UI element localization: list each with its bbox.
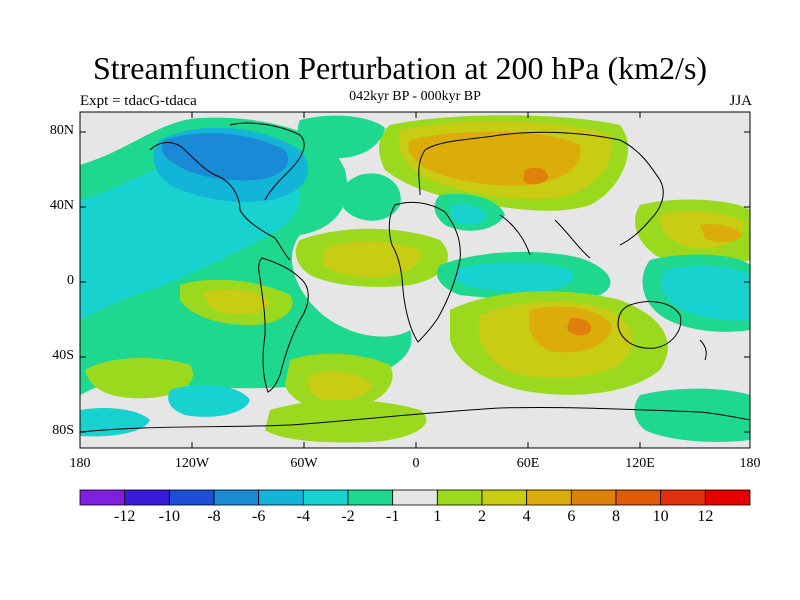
colorbar-swatch [570,489,617,506]
map-subtitle: 042kyr BP - 000kyr BP [349,89,481,104]
colorbar-swatch [704,489,751,506]
colorbar-tick-label: 12 [697,508,714,525]
colorbar-tick-label: 10 [652,508,669,525]
colorbar-swatch [213,489,260,506]
colorbar-tick-label: -6 [251,508,266,525]
axis-ticks [80,112,750,448]
map-frame [79,111,751,449]
colorbar-swatch [347,489,394,506]
colorbar-swatch [168,489,215,506]
lon-tick-label: 180 [69,456,91,471]
colorbar-swatch [436,489,483,506]
colorbar-tick-label: 2 [478,508,486,525]
colorbar-tick-label: 4 [522,508,531,525]
colorbar-swatch [258,489,304,506]
lon-tick-label: 0 [412,456,420,471]
lon-tick-label: 120E [625,456,655,471]
colorbar-tick-label: -12 [113,508,136,525]
colorbar-swatch [615,489,662,506]
colorbar-tick-label: -1 [385,508,400,525]
colorbar-tick-label: -8 [207,508,221,525]
colorbar-swatch [660,489,706,506]
colorbar-swatch [481,489,528,506]
colorbar-swatch [124,489,170,506]
lon-tick-label: 60W [290,456,318,471]
colorbar-tick-label: 1 [433,508,442,525]
lat-tick-label: 40N [49,198,74,213]
colorbar-tick-label: 8 [612,508,620,525]
season-label: JJA [729,93,752,109]
colorbar-swatch [526,489,572,506]
colorbar-swatch [79,489,126,506]
lat-tick-label: 80N [49,123,74,138]
colorbar-tick-label: -4 [296,508,310,525]
map-title: Streamfunction Perturbation at 200 hPa (… [92,50,708,86]
lat-tick-label: 80S [52,423,74,438]
lat-tick-label: 0 [67,273,74,288]
lon-tick-label: 180 [739,456,761,471]
colorbar-swatch [392,489,438,506]
colorbar [79,489,751,506]
coastlines [80,122,750,433]
colorbar-swatch [302,489,349,506]
contour-field [80,112,750,448]
lon-tick-label: 120W [174,456,210,471]
colorbar-tick-label: 6 [567,508,576,525]
colorbar-tick-label: -2 [341,508,355,525]
colorbar-tick-label: -10 [158,508,180,525]
experiment-label: Expt = tdacG-tdaca [80,93,197,109]
lat-tick-label: 40S [52,348,74,363]
lon-tick-label: 60E [516,456,540,471]
